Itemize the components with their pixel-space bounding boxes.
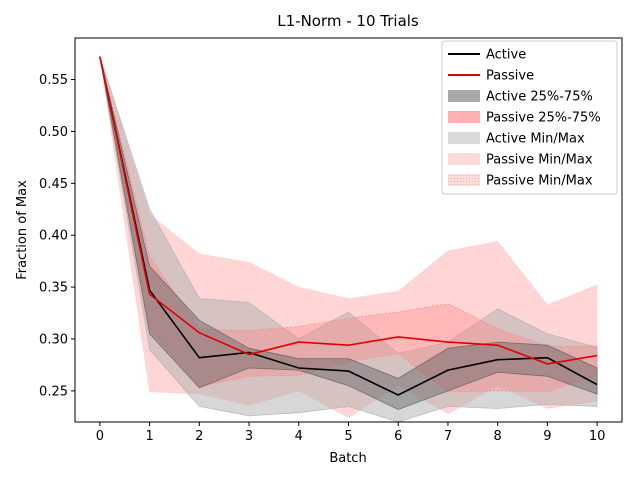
y-tick-label: 0.55	[39, 73, 68, 88]
x-axis-ticks: 0 1 2 3 4 5 6 7 8 9 10	[96, 422, 606, 444]
legend: Active Passive Active 25%-75% Passive 25%-7…	[441, 40, 618, 195]
legend-swatch	[448, 90, 480, 102]
legend-box	[441, 40, 618, 195]
x-tick-label: 6	[394, 429, 402, 444]
x-tick-label: 8	[494, 429, 502, 444]
x-tick-label: 1	[145, 429, 153, 444]
x-tick-label: 7	[444, 429, 452, 444]
lines-layer	[99, 56, 598, 396]
y-axis-ticks: 0.25 0.30 0.35 0.40 0.45 0.50 0.55	[39, 73, 75, 399]
legend-label: Passive Min/Max	[486, 174, 593, 189]
y-tick-label: 0.30	[39, 332, 68, 347]
legend-item: Active	[448, 48, 526, 63]
y-tick-label: 0.45	[39, 177, 68, 192]
legend-swatch	[448, 132, 480, 144]
legend-label: Active 25%-75%	[486, 90, 593, 105]
legend-item: Passive Min/Max	[448, 174, 593, 189]
y-tick-label: 0.25	[39, 384, 68, 399]
legend-swatch	[448, 174, 480, 186]
legend-item: Active 25%-75%	[448, 90, 593, 105]
x-tick-label: 10	[589, 429, 606, 444]
x-tick-label: 2	[195, 429, 203, 444]
series-line-passive	[99, 56, 598, 365]
legend-label: Passive	[486, 69, 534, 84]
series-line-active	[99, 56, 598, 396]
x-tick-label: 0	[96, 429, 104, 444]
legend-label: Passive 25%-75%	[486, 111, 601, 126]
legend-swatch	[448, 111, 480, 123]
y-tick-label: 0.35	[39, 281, 68, 296]
x-tick-label: 5	[344, 429, 352, 444]
y-tick-label: 0.50	[39, 125, 68, 140]
y-tick-label: 0.40	[39, 229, 68, 244]
chart-title: L1-Norm - 10 Trials	[277, 12, 419, 30]
legend-label: Active	[486, 48, 526, 63]
legend-label: Active Min/Max	[486, 132, 585, 147]
x-axis-label: Batch	[329, 451, 366, 466]
y-axis-label: Fraction of Max	[15, 180, 30, 280]
legend-item: Passive 25%-75%	[448, 111, 601, 126]
band-active-25-75-	[99, 56, 598, 410]
legend-item: Passive Min/Max	[448, 153, 593, 168]
legend-item: Active Min/Max	[448, 132, 585, 147]
legend-item: Passive	[448, 69, 534, 84]
x-tick-label: 4	[295, 429, 303, 444]
x-tick-label: 9	[543, 429, 551, 444]
legend-swatch	[448, 153, 480, 165]
x-tick-label: 3	[245, 429, 253, 444]
legend-label: Passive Min/Max	[486, 153, 593, 168]
